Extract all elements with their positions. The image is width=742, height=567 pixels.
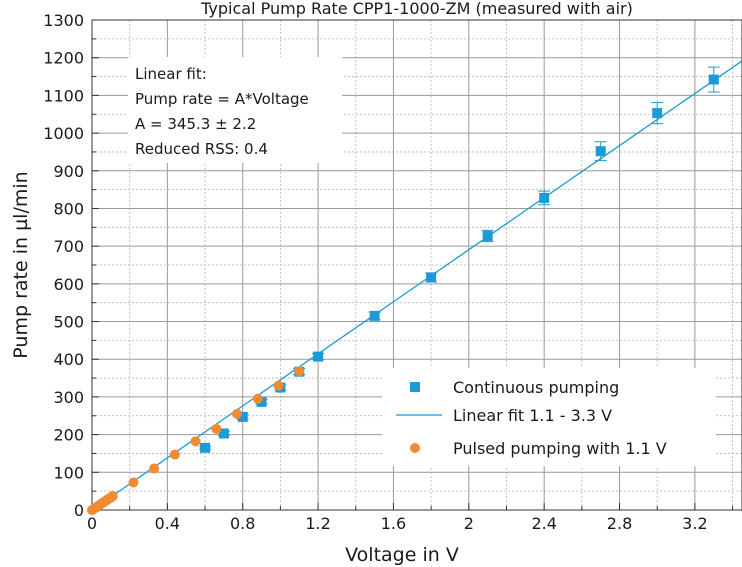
pulsed-points: [87, 366, 305, 515]
x-tick-label: 2: [464, 514, 474, 533]
continuous-point: [369, 310, 380, 321]
legend-entry-continuous: Continuous pumping: [453, 378, 619, 397]
axis-ticks: [91, 19, 734, 511]
y-tick-label: 800: [53, 199, 84, 218]
x-tick-label: 0.4: [155, 514, 180, 533]
y-tick-label: 1000: [43, 124, 84, 143]
pulsed-point: [107, 491, 118, 502]
legend-entry-pulsed: Pulsed pumping with 1.1 V: [453, 439, 667, 458]
continuous-point: [426, 272, 437, 283]
x-axis-title: Voltage in V: [345, 544, 459, 566]
fit-info-box-background: [128, 57, 342, 163]
y-tick-label: 1100: [43, 86, 84, 105]
y-tick-label: 700: [53, 237, 84, 256]
y-axis-title: Pump rate in µl/min: [10, 171, 32, 358]
continuous-point: [200, 442, 211, 453]
legend-background: [382, 368, 716, 466]
y-tick-label: 400: [53, 350, 84, 369]
y-tick-label: 300: [53, 388, 84, 407]
x-tick-label: 2.8: [607, 514, 632, 533]
legend-circle-marker: [410, 443, 420, 453]
continuous-point: [595, 146, 606, 157]
pulsed-point: [169, 449, 180, 460]
fit-info-line: Reduced RSS: 0.4: [135, 140, 268, 158]
continuous-point: [652, 108, 663, 119]
x-tick-label: 1.2: [305, 514, 330, 533]
x-tick-label: 0.8: [230, 514, 255, 533]
fit-info-line: A = 345.3 ± 2.2: [135, 115, 256, 133]
pulsed-point: [294, 366, 305, 377]
y-tick-label: 0: [74, 501, 84, 520]
y-tick-label: 200: [53, 426, 84, 445]
legend-entry-fit: Linear fit 1.1 - 3.3 V: [453, 406, 612, 425]
y-tick-label: 900: [53, 162, 84, 181]
continuous-point: [237, 411, 248, 422]
continuous-point: [482, 230, 493, 241]
x-tick-label: 2.4: [531, 514, 556, 533]
y-tick-label: 1300: [43, 11, 84, 30]
x-tick-labels: 0 0.4 0.8 1.2 1.6 2 2.4 2.8 3.2: [87, 514, 708, 533]
pulsed-point: [273, 380, 284, 391]
legend: Continuous pumping Linear fit 1.1 - 3.3 …: [382, 368, 716, 466]
pulsed-point: [252, 393, 263, 404]
continuous-point: [539, 192, 550, 203]
y-tick-labels: 0 100 200 300 400 500 600 700 800 900 1000 1100 1200…: [43, 11, 84, 520]
fit-info-line: Pump rate = A*Voltage: [135, 90, 309, 108]
x-tick-label: 0: [87, 514, 97, 533]
legend-square-marker: [410, 382, 420, 392]
x-tick-label: 3.2: [682, 514, 707, 533]
fit-info-box: Linear fit: Pump rate = A*Voltage A = 34…: [128, 57, 342, 163]
continuous-point: [708, 74, 719, 85]
fit-line-layer: [92, 60, 742, 510]
pulsed-point: [149, 463, 160, 474]
fit-info-line: Linear fit:: [135, 65, 207, 83]
fit-line: [92, 60, 742, 510]
pulsed-point: [211, 423, 222, 434]
pulsed-point: [128, 477, 139, 488]
continuous-point: [218, 428, 229, 439]
pulsed-point: [190, 436, 201, 447]
y-tick-label: 500: [53, 313, 84, 332]
pulsed-point: [232, 408, 243, 419]
y-tick-label: 1200: [43, 49, 84, 68]
chart-title: Typical Pump Rate CPP1-1000-ZM (measured…: [200, 0, 633, 18]
y-tick-label: 600: [53, 275, 84, 294]
continuous-point: [313, 351, 324, 362]
x-tick-label: 1.6: [381, 514, 406, 533]
y-tick-label: 100: [53, 463, 84, 482]
